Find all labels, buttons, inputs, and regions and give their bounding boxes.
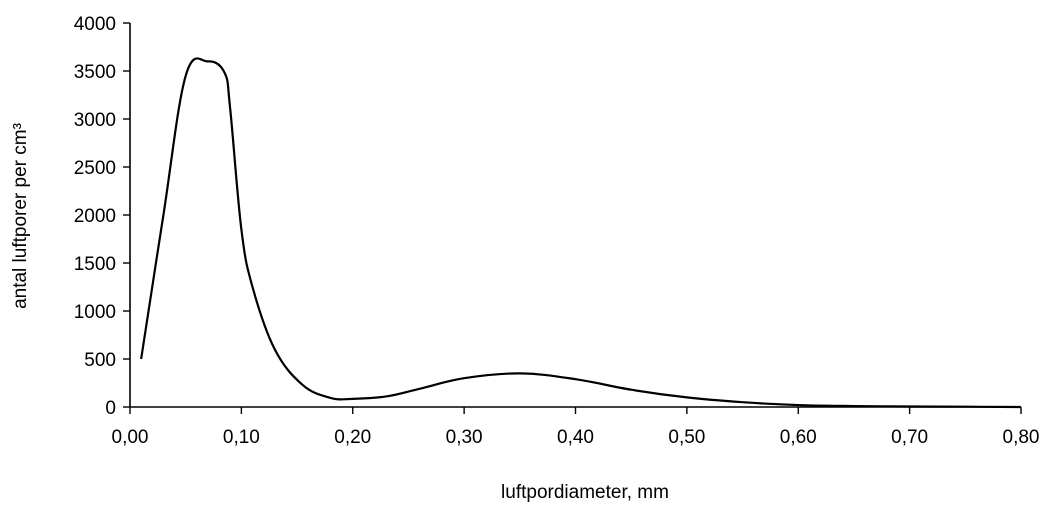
x-axis-title: luftpordiameter, mm [501,482,669,503]
tick-labels: 0 500 1000 1500 2000 2500 3000 3500 4000 0,00 0,10… [74,14,1040,448]
y-tick-label: 0 [105,398,116,419]
x-tick-label: 0,00 [112,427,149,448]
x-tick-label: 0,40 [557,427,594,448]
x-tick-label: 0,70 [891,427,928,448]
x-tick-label: 0,10 [223,427,260,448]
axes [129,23,1021,408]
series-layer [140,57,1022,409]
x-tick-label: 0,80 [1003,427,1040,448]
tick-marks [123,22,1022,414]
y-tick-label: 4000 [74,14,116,35]
y-tick-label: 1500 [74,254,116,275]
series-line [140,57,1022,409]
x-tick-label: 0,50 [668,427,705,448]
y-axis-title: antal luftporer per cm³ [10,123,31,309]
x-tick-label: 0,20 [334,427,371,448]
y-tick-label: 2000 [74,206,116,227]
x-tick-label: 0,30 [446,427,483,448]
y-tick-label: 1000 [74,302,116,323]
x-tick-label: 0,60 [780,427,817,448]
y-tick-label: 3000 [74,110,116,131]
y-tick-label: 500 [84,350,116,371]
y-tick-label: 3500 [74,62,116,83]
y-tick-label: 2500 [74,158,116,179]
